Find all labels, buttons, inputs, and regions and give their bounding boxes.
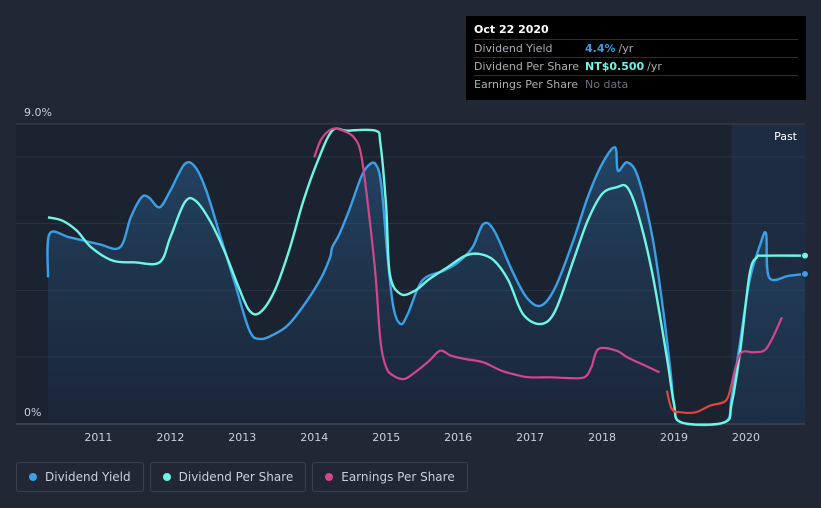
x-tick-label: 2018 [588, 431, 616, 444]
past-label: Past [774, 130, 798, 143]
tooltip: Oct 22 2020 Dividend Yield 4.4% /yr Divi… [466, 16, 806, 100]
x-tick-label: 2013 [228, 431, 256, 444]
tooltip-row-dividend-yield: Dividend Yield 4.4% /yr [474, 39, 798, 57]
legend-item-earnings-per-share[interactable]: Earnings Per Share [312, 462, 468, 492]
dividend-yield-area [47, 147, 805, 426]
legend-item-dividend-per-share[interactable]: Dividend Per Share [149, 462, 307, 492]
x-tick-label: 2015 [372, 431, 400, 444]
tooltip-value: NT$0.500 [585, 60, 645, 73]
earnings-per-share-negative-segment [665, 383, 733, 415]
legend: Dividend Yield Dividend Per Share Earnin… [16, 462, 468, 492]
y-tick-label-max: 9.0% [24, 106, 52, 119]
tooltip-date: Oct 22 2020 [474, 23, 549, 36]
tooltip-row-dividend-per-share: Dividend Per Share NT$0.500 /yr [474, 57, 798, 75]
x-tick-label: 2014 [300, 431, 328, 444]
tooltip-unit: /yr [647, 60, 662, 73]
tooltip-unit: /yr [618, 42, 634, 55]
legend-label: Dividend Yield [45, 470, 131, 484]
tooltip-label: Dividend Per Share [474, 60, 580, 73]
legend-dot [325, 473, 334, 481]
legend-label: Earnings Per Share [341, 470, 455, 484]
earnings-per-share-line [313, 127, 661, 381]
dividend-yield-end-marker [801, 270, 809, 278]
y-tick-label-min: 0% [24, 406, 41, 419]
tooltip-value: 4.4% [585, 42, 616, 55]
legend-label: Dividend Per Share [178, 470, 294, 484]
x-tick-label: 2019 [660, 431, 688, 444]
x-tick-label: 2011 [84, 431, 112, 444]
legend-dot [29, 473, 37, 481]
tooltip-label: Earnings Per Share [474, 78, 579, 91]
x-tick-label: 2016 [444, 431, 472, 444]
dividend-per-share-line [47, 127, 806, 426]
tooltip-label: Dividend Yield [474, 42, 553, 55]
x-tick-label: 2012 [156, 431, 184, 444]
dividend-per-share-end-marker [801, 251, 809, 260]
legend-dot [162, 473, 171, 481]
x-tick-label: 2020 [732, 431, 760, 444]
earnings-per-share-line [730, 316, 783, 385]
legend-item-dividend-yield[interactable]: Dividend Yield [16, 462, 144, 492]
tooltip-row-earnings-per-share: Earnings Per Share No data [474, 75, 798, 93]
tooltip-value: No data [585, 78, 629, 91]
x-tick-label: 2017 [516, 431, 544, 444]
